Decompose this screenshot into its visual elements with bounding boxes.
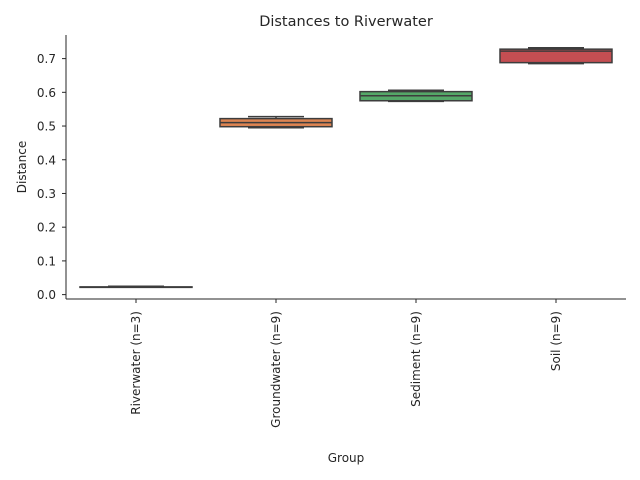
y-tick-label: 0.5 <box>37 120 56 134</box>
x-axis-ticks: Riverwater (n=3) Groundwater (n=9) Sedimen… <box>129 299 563 428</box>
plot-area <box>79 47 613 289</box>
x-tick-label: Sediment (n=9) <box>409 311 423 407</box>
box-group <box>359 89 473 103</box>
box-rect <box>499 48 613 64</box>
y-tick-label: 0.4 <box>37 153 56 167</box>
box-group <box>219 115 333 129</box>
x-tick-label: Soil (n=9) <box>549 311 563 371</box>
y-tick-label: 0.1 <box>37 254 56 268</box>
y-tick-label: 0.6 <box>37 86 56 100</box>
y-axis-ticks: 0.0 0.1 0.2 0.3 0.4 0.5 0.6 0.7 <box>37 52 66 302</box>
x-tick-label: Riverwater (n=3) <box>129 311 143 415</box>
y-tick-label: 0.7 <box>37 52 56 66</box>
box-group <box>79 285 193 289</box>
y-axis-label: Distance <box>15 141 29 193</box>
x-tick-label: Groundwater (n=9) <box>269 311 283 428</box>
x-axis-label: Group <box>328 451 365 465</box>
y-tick-label: 0.0 <box>37 288 56 302</box>
y-tick-label: 0.2 <box>37 221 56 235</box>
y-tick-label: 0.3 <box>37 187 56 201</box>
chart-title: Distances to Riverwater <box>259 14 433 30</box>
box-group <box>499 47 613 65</box>
